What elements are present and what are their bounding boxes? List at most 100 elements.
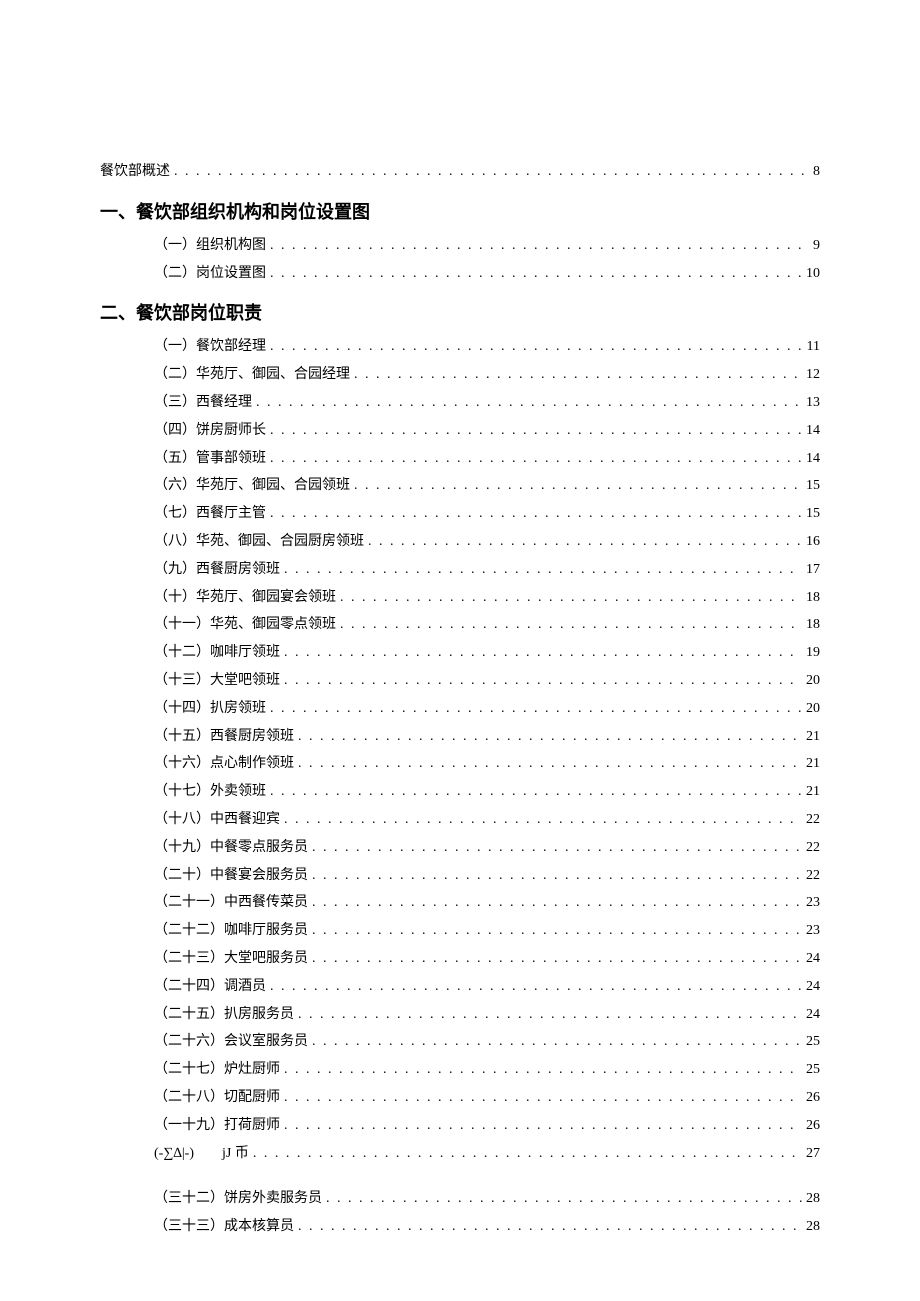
toc-entry: （十四）扒房领班 . . . . . . . . . . . . . . . .… bbox=[154, 697, 820, 721]
toc-entry: （十二）咖啡厅领班 . . . . . . . . . . . . . . . … bbox=[154, 641, 820, 665]
toc-entry-page: 11 bbox=[807, 335, 820, 359]
toc-leader-dots: . . . . . . . . . . . . . . . . . . . . … bbox=[284, 808, 802, 832]
toc-leader-dots: . . . . . . . . . . . . . . . . . . . . … bbox=[270, 419, 802, 443]
toc-leader-dots: . . . . . . . . . . . . . . . . . . . . … bbox=[298, 725, 802, 749]
toc-entry: （四）饼房厨师长 . . . . . . . . . . . . . . . .… bbox=[154, 419, 820, 443]
toc-leader-dots: . . . . . . . . . . . . . . . . . . . . … bbox=[284, 558, 802, 582]
toc-entry: (-∑∆|-) jJ 币 . . . . . . . . . . . . . .… bbox=[154, 1142, 820, 1166]
toc-gap bbox=[100, 1169, 820, 1187]
toc-entry: （二十八）切配厨师 . . . . . . . . . . . . . . . … bbox=[154, 1086, 820, 1110]
toc-entry-label: （六）华苑厅、御园、合园领班 bbox=[154, 474, 350, 498]
toc-entry: （十八）中西餐迎宾 . . . . . . . . . . . . . . . … bbox=[154, 808, 820, 832]
toc-leader-dots: . . . . . . . . . . . . . . . . . . . . … bbox=[354, 363, 802, 387]
toc-entry-page: 25 bbox=[806, 1030, 820, 1054]
toc-entry: （一）组织机构图 . . . . . . . . . . . . . . . .… bbox=[154, 234, 820, 258]
toc-leader-dots: . . . . . . . . . . . . . . . . . . . . … bbox=[298, 752, 802, 776]
toc-leader-dots: . . . . . . . . . . . . . . . . . . . . … bbox=[270, 234, 809, 258]
toc-entry-page: 21 bbox=[806, 780, 820, 804]
toc-leader-dots: . . . . . . . . . . . . . . . . . . . . … bbox=[253, 1142, 802, 1166]
toc-entry-page: 20 bbox=[806, 697, 820, 721]
toc-entry-page: 22 bbox=[806, 836, 820, 860]
toc-entry-label: （四）饼房厨师长 bbox=[154, 419, 266, 443]
toc-leader-dots: . . . . . . . . . . . . . . . . . . . . … bbox=[354, 474, 802, 498]
toc-entry: （三十二）饼房外卖服务员 . . . . . . . . . . . . . .… bbox=[154, 1187, 820, 1211]
toc-entry-label: 餐饮部概述 bbox=[100, 160, 170, 184]
toc-leader-dots: . . . . . . . . . . . . . . . . . . . . … bbox=[312, 864, 802, 888]
toc-leader-dots: . . . . . . . . . . . . . . . . . . . . … bbox=[340, 586, 802, 610]
toc-leader-dots: . . . . . . . . . . . . . . . . . . . . … bbox=[270, 262, 802, 286]
toc-entry-page: 22 bbox=[806, 808, 820, 832]
toc-entry-label: （十三）大堂吧领班 bbox=[154, 669, 280, 693]
toc-entry-label: （十七）外卖领班 bbox=[154, 780, 266, 804]
toc-entry-label: （二十一）中西餐传菜员 bbox=[154, 891, 308, 915]
toc-entry-page: 23 bbox=[806, 919, 820, 943]
toc-leader-dots: . . . . . . . . . . . . . . . . . . . . … bbox=[284, 1114, 802, 1138]
toc-entry: （二十四）调酒员 . . . . . . . . . . . . . . . .… bbox=[154, 975, 820, 999]
toc-entry: （六）华苑厅、御园、合园领班 . . . . . . . . . . . . .… bbox=[154, 474, 820, 498]
toc-leader-dots: . . . . . . . . . . . . . . . . . . . . … bbox=[340, 613, 802, 637]
toc-entry-page: 13 bbox=[806, 391, 820, 415]
toc-entry-label: （二十）中餐宴会服务员 bbox=[154, 864, 308, 888]
toc-entry-page: 25 bbox=[806, 1058, 820, 1082]
toc-leader-dots: . . . . . . . . . . . . . . . . . . . . … bbox=[326, 1187, 802, 1211]
toc-entry: （五）管事部领班 . . . . . . . . . . . . . . . .… bbox=[154, 447, 820, 471]
toc-entry-page: 22 bbox=[806, 864, 820, 888]
toc-leader-dots: . . . . . . . . . . . . . . . . . . . . … bbox=[256, 391, 802, 415]
toc-entry-label: （二十七）炉灶厨师 bbox=[154, 1058, 280, 1082]
toc-entry: （十五）西餐厨房领班 . . . . . . . . . . . . . . .… bbox=[154, 725, 820, 749]
toc-entry-label: （十八）中西餐迎宾 bbox=[154, 808, 280, 832]
toc-leader-dots: . . . . . . . . . . . . . . . . . . . . … bbox=[298, 1215, 802, 1239]
toc-entry: （二）岗位设置图 . . . . . . . . . . . . . . . .… bbox=[154, 262, 820, 286]
toc-entry: （十一）华苑、御园零点领班 . . . . . . . . . . . . . … bbox=[154, 613, 820, 637]
toc-leader-dots: . . . . . . . . . . . . . . . . . . . . … bbox=[270, 335, 803, 359]
toc-entry-page: 12 bbox=[806, 363, 820, 387]
toc-entry-label: （二）岗位设置图 bbox=[154, 262, 266, 286]
toc-entry-label: （二十三）大堂吧服务员 bbox=[154, 947, 308, 971]
toc-leader-dots: . . . . . . . . . . . . . . . . . . . . … bbox=[312, 836, 802, 860]
toc-entry: （十六）点心制作领班 . . . . . . . . . . . . . . .… bbox=[154, 752, 820, 776]
toc-entry-page: 24 bbox=[806, 947, 820, 971]
toc-entry-label: （二十六）会议室服务员 bbox=[154, 1030, 308, 1054]
toc-leader-dots: . . . . . . . . . . . . . . . . . . . . … bbox=[270, 502, 802, 526]
toc-leader-dots: . . . . . . . . . . . . . . . . . . . . … bbox=[270, 447, 802, 471]
toc-entry: （一十九）打荷厨师 . . . . . . . . . . . . . . . … bbox=[154, 1114, 820, 1138]
toc-entry: （十七）外卖领班 . . . . . . . . . . . . . . . .… bbox=[154, 780, 820, 804]
toc-entry-label: （二十八）切配厨师 bbox=[154, 1086, 280, 1110]
toc-entry-page: 24 bbox=[806, 1003, 820, 1027]
toc-entry-page: 28 bbox=[806, 1187, 820, 1211]
toc-entry-page: 14 bbox=[806, 447, 820, 471]
toc-entry-label: （十六）点心制作领班 bbox=[154, 752, 294, 776]
toc-entry-label: （一）餐饮部经理 bbox=[154, 335, 266, 359]
toc-leader-dots: . . . . . . . . . . . . . . . . . . . . … bbox=[312, 891, 802, 915]
toc-entry-page: 15 bbox=[806, 502, 820, 526]
toc-leader-dots: . . . . . . . . . . . . . . . . . . . . … bbox=[312, 1030, 802, 1054]
toc-entry-label: （三十二）饼房外卖服务员 bbox=[154, 1187, 322, 1211]
toc-entry-page: 19 bbox=[806, 641, 820, 665]
toc-entry-page: 16 bbox=[806, 530, 820, 554]
toc-leader-dots: . . . . . . . . . . . . . . . . . . . . … bbox=[284, 1058, 802, 1082]
toc-entry: （一）餐饮部经理 . . . . . . . . . . . . . . . .… bbox=[154, 335, 820, 359]
toc-entry-label: （二十二）咖啡厅服务员 bbox=[154, 919, 308, 943]
toc-leader-dots: . . . . . . . . . . . . . . . . . . . . … bbox=[368, 530, 802, 554]
toc-leader-dots: . . . . . . . . . . . . . . . . . . . . … bbox=[270, 975, 802, 999]
toc-entry-page: 23 bbox=[806, 891, 820, 915]
toc-leader-dots: . . . . . . . . . . . . . . . . . . . . … bbox=[270, 780, 802, 804]
toc-entry: （二十三）大堂吧服务员 . . . . . . . . . . . . . . … bbox=[154, 947, 820, 971]
toc-entry-label: （二十五）扒房服务员 bbox=[154, 1003, 294, 1027]
toc-leader-dots: . . . . . . . . . . . . . . . . . . . . … bbox=[284, 641, 802, 665]
toc-entry: 餐饮部概述 . . . . . . . . . . . . . . . . . … bbox=[100, 160, 820, 184]
toc-entry-page: 18 bbox=[806, 586, 820, 610]
toc-entry: （二十七）炉灶厨师 . . . . . . . . . . . . . . . … bbox=[154, 1058, 820, 1082]
toc-entry-label: (-∑∆|-) jJ 币 bbox=[154, 1142, 249, 1166]
toc-entry-label: （二十四）调酒员 bbox=[154, 975, 266, 999]
toc-entry: （二）华苑厅、御园、合园经理 . . . . . . . . . . . . .… bbox=[154, 363, 820, 387]
toc-entry: （十）华苑厅、御园宴会领班 . . . . . . . . . . . . . … bbox=[154, 586, 820, 610]
toc-entry-page: 20 bbox=[806, 669, 820, 693]
toc-leader-dots: . . . . . . . . . . . . . . . . . . . . … bbox=[270, 697, 802, 721]
toc-entry-page: 21 bbox=[806, 725, 820, 749]
toc-entry-page: 21 bbox=[806, 752, 820, 776]
toc-entry-label: （八）华苑、御园、合园厨房领班 bbox=[154, 530, 364, 554]
toc-entry: （八）华苑、御园、合园厨房领班 . . . . . . . . . . . . … bbox=[154, 530, 820, 554]
toc-entry-label: （十）华苑厅、御园宴会领班 bbox=[154, 586, 336, 610]
toc-entry-label: （三）西餐经理 bbox=[154, 391, 252, 415]
